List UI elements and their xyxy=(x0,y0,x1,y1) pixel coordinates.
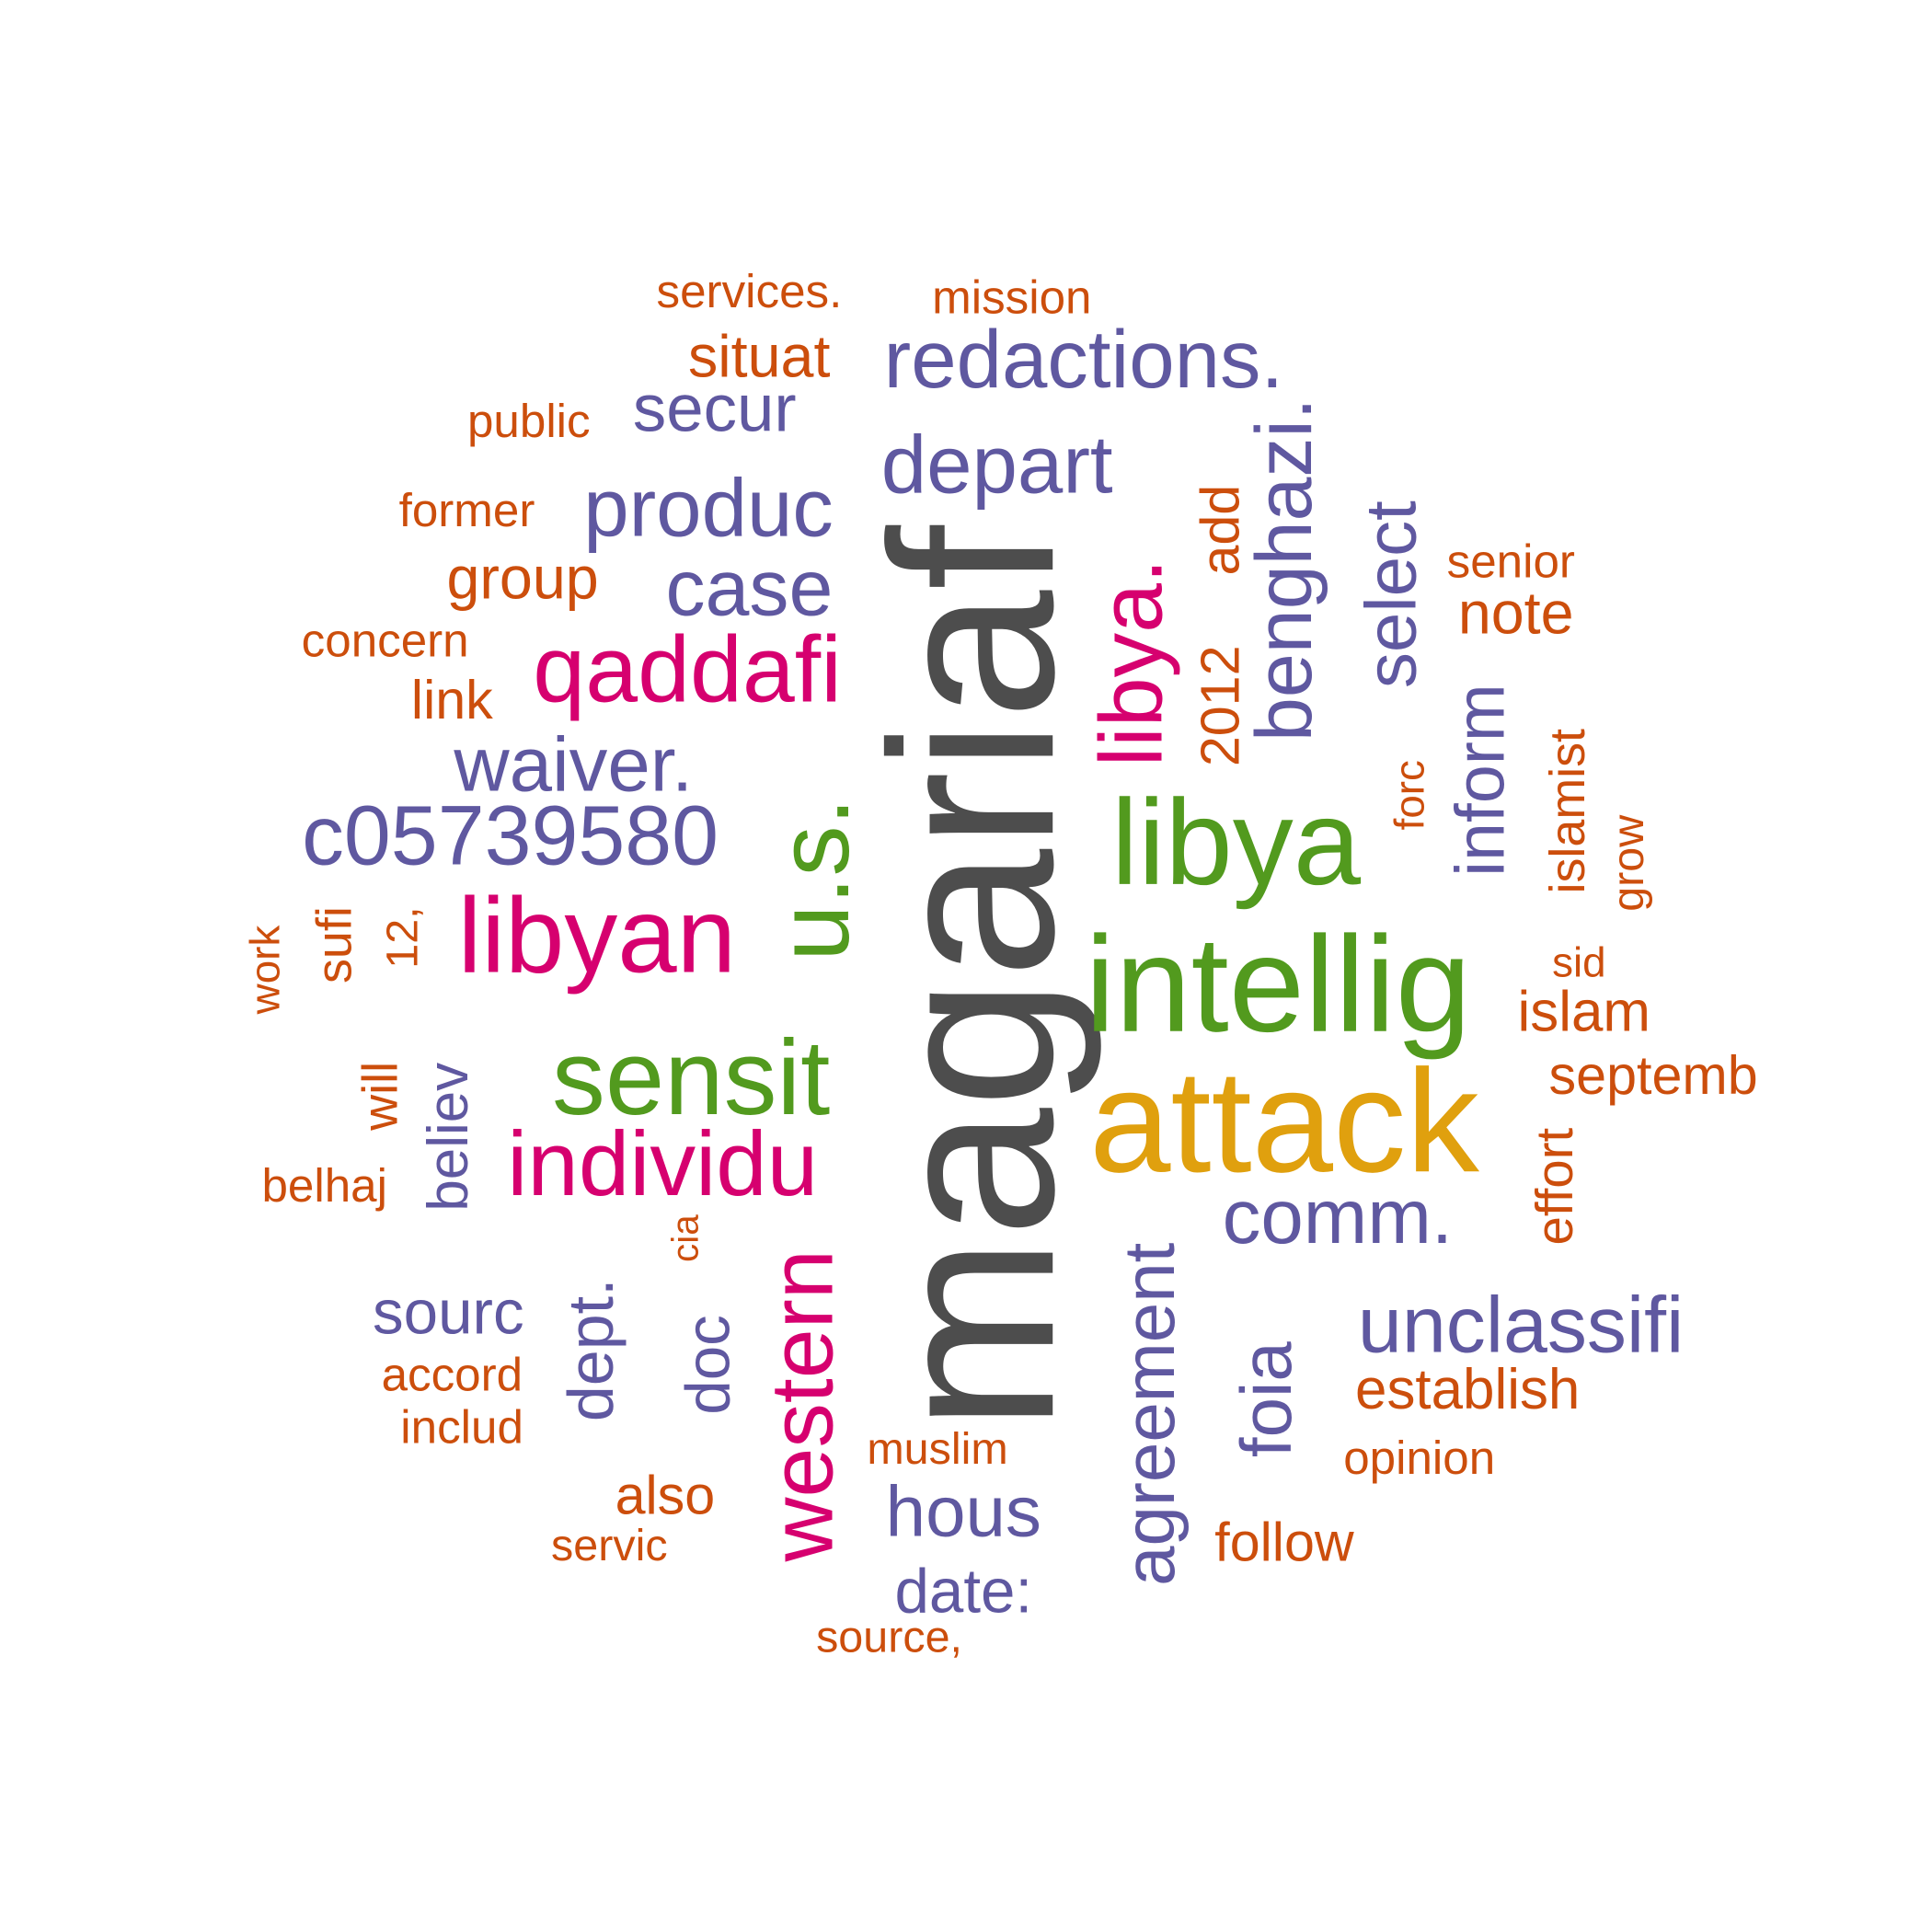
word-islamist: islamist xyxy=(1540,729,1595,893)
word-muslim: muslim xyxy=(867,1424,1007,1474)
word-septemb: septemb xyxy=(1549,1044,1758,1106)
word-produc: produc xyxy=(583,462,834,553)
word-c05739580: c05739580 xyxy=(302,789,719,883)
word-add: add xyxy=(1189,485,1250,576)
word-accord: accord xyxy=(382,1349,523,1401)
word-us: u.s. xyxy=(757,798,870,961)
word-belhaj: belhaj xyxy=(261,1159,387,1212)
word-unclassifi: unclassifi xyxy=(1358,1281,1684,1369)
word-note: note xyxy=(1458,580,1574,646)
word-magariaf: magariaf xyxy=(842,524,1102,1431)
word-western: western xyxy=(751,1249,851,1562)
word-forc: forc xyxy=(1386,760,1432,830)
word-former: former xyxy=(399,484,535,536)
word-group: group xyxy=(446,546,598,612)
word-12-comma: 12, xyxy=(378,906,428,968)
word-establish: establish xyxy=(1355,1358,1580,1421)
word-mission: mission xyxy=(932,271,1091,324)
word-libya-period: libya. xyxy=(1081,558,1181,766)
word-comm: comm. xyxy=(1223,1173,1453,1259)
word-case: case xyxy=(665,544,833,632)
word-hous: hous xyxy=(886,1470,1041,1551)
word-dept: dept. xyxy=(555,1278,627,1421)
word-doc: doc xyxy=(674,1315,743,1415)
word-cia: cia xyxy=(663,1214,706,1262)
word-includ: includ xyxy=(400,1400,523,1453)
word-opinion: opinion xyxy=(1343,1432,1495,1484)
word-grow: grow xyxy=(1604,814,1653,912)
word-sufi: sufi xyxy=(306,906,362,983)
word-link: link xyxy=(411,669,493,730)
word-redactions: redactions. xyxy=(884,314,1284,405)
word-services: services. xyxy=(657,265,843,317)
word-select: select xyxy=(1351,500,1432,688)
word-also: also xyxy=(615,1464,716,1525)
word-inform: inform xyxy=(1442,684,1519,876)
word-sid: sid xyxy=(1552,938,1605,985)
word-libya: libya xyxy=(1111,775,1362,910)
word-agreement: agreement xyxy=(1109,1242,1190,1586)
word-public: public xyxy=(467,395,591,447)
word-servic: servic xyxy=(551,1521,668,1570)
word-senior: senior xyxy=(1447,535,1575,587)
word-intellig: intellig xyxy=(1085,909,1471,1061)
word-work: work xyxy=(242,926,289,1016)
word-depart: depart xyxy=(881,419,1113,510)
word-will: will xyxy=(352,1062,408,1132)
word-effort: effort xyxy=(1525,1127,1583,1245)
word-sensit: sensit xyxy=(552,1018,830,1137)
word-waiver: waiver. xyxy=(453,721,693,808)
word-concern: concern xyxy=(302,614,469,666)
word-individu: individu xyxy=(507,1113,818,1215)
word-qaddafi: qaddafi xyxy=(533,615,842,721)
word-source-comma: source, xyxy=(816,1613,962,1662)
word-attack: attack xyxy=(1089,1039,1479,1202)
word-libyan: libyan xyxy=(458,875,736,995)
word-islam: islam xyxy=(1517,980,1650,1043)
word-2012: 2012 xyxy=(1189,645,1250,766)
word-sourc: sourc xyxy=(373,1278,524,1347)
word-secur: secur xyxy=(633,372,797,446)
word-foia: foia xyxy=(1225,1341,1306,1457)
word-believ: believ xyxy=(417,1063,480,1212)
word-follow: follow xyxy=(1214,1511,1354,1572)
word-situat: situat xyxy=(688,324,830,390)
word-benghazi: benghazi. xyxy=(1240,397,1328,742)
word-date: date: xyxy=(894,1557,1032,1626)
